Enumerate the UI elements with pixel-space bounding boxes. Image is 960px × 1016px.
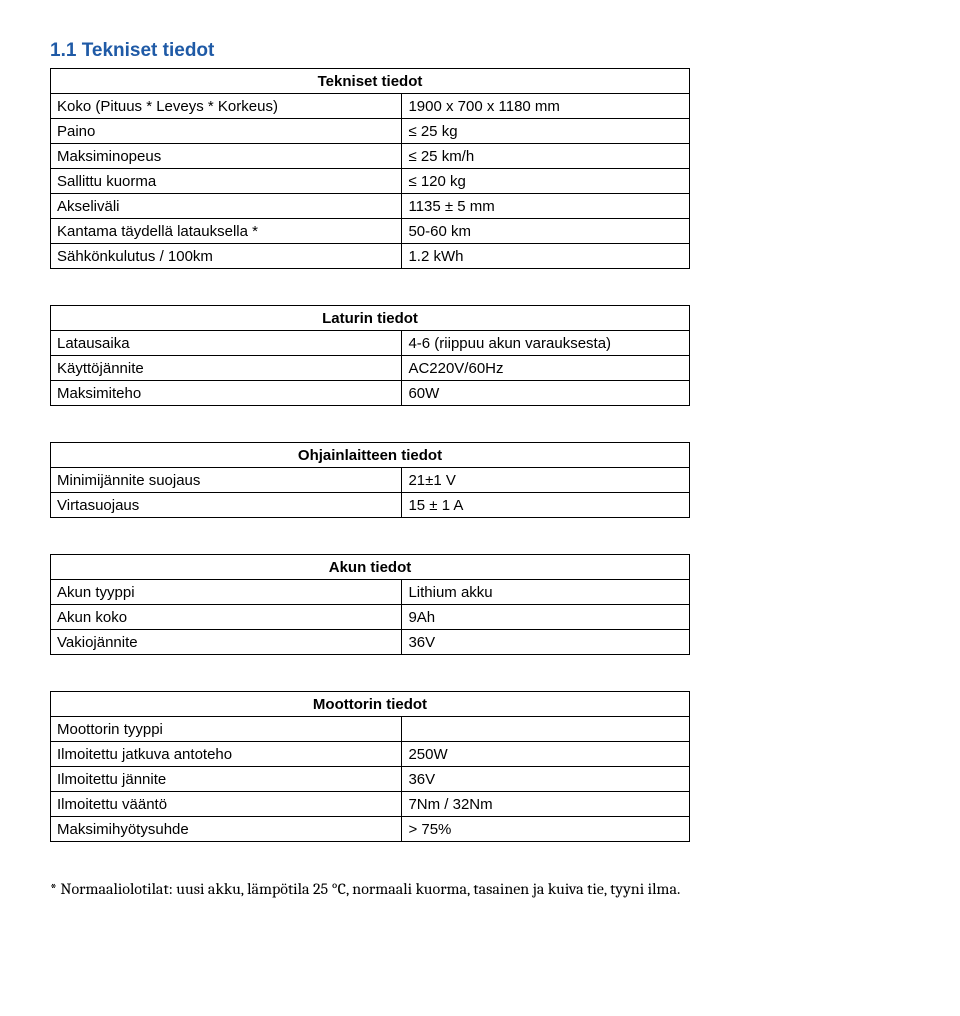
cell-label: Akseliväli	[51, 194, 402, 219]
cell-value: ≤ 25 kg	[402, 119, 690, 144]
table-row: KäyttöjänniteAC220V/60Hz	[51, 356, 690, 381]
table-title: Akun tiedot	[51, 555, 690, 580]
table-row: Vakiojännite36V	[51, 630, 690, 655]
cell-value: 9Ah	[402, 605, 690, 630]
table-row: Akun tyyppiLithium akku	[51, 580, 690, 605]
cell-label: Maksimihyötysuhde	[51, 817, 402, 842]
table-title: Moottorin tiedot	[51, 692, 690, 717]
page-heading: 1.1 Tekniset tiedot	[50, 40, 910, 62]
table-row: Sallittu kuorma≤ 120 kg	[51, 169, 690, 194]
cell-label: Maksimiteho	[51, 381, 402, 406]
cell-value	[402, 717, 690, 742]
cell-label: Paino	[51, 119, 402, 144]
table-tekniset: Tekniset tiedot Koko (Pituus * Leveys * …	[50, 68, 690, 269]
cell-label: Kantama täydellä latauksella *	[51, 219, 402, 244]
table-row: Akun koko9Ah	[51, 605, 690, 630]
cell-label: Koko (Pituus * Leveys * Korkeus)	[51, 94, 402, 119]
table-row: Maksimiteho60W	[51, 381, 690, 406]
cell-label: Akun koko	[51, 605, 402, 630]
cell-value: ≤ 25 km/h	[402, 144, 690, 169]
cell-value: ≤ 120 kg	[402, 169, 690, 194]
table-akun: Akun tiedot Akun tyyppiLithium akku Akun…	[50, 554, 690, 655]
cell-label: Käyttöjännite	[51, 356, 402, 381]
cell-value: 36V	[402, 630, 690, 655]
cell-label: Ilmoitettu vääntö	[51, 792, 402, 817]
table-row: Maksiminopeus≤ 25 km/h	[51, 144, 690, 169]
table-title-row: Akun tiedot	[51, 555, 690, 580]
cell-value: > 75%	[402, 817, 690, 842]
cell-value: 1135 ± 5 mm	[402, 194, 690, 219]
cell-value: Lithium akku	[402, 580, 690, 605]
cell-label: Vakiojännite	[51, 630, 402, 655]
table-row: Akseliväli1135 ± 5 mm	[51, 194, 690, 219]
table-title: Tekniset tiedot	[51, 69, 690, 94]
table-title-row: Moottorin tiedot	[51, 692, 690, 717]
table-row: Ilmoitettu jatkuva antoteho250W	[51, 742, 690, 767]
table-row: Ilmoitettu jännite36V	[51, 767, 690, 792]
table-row: Ilmoitettu vääntö7Nm / 32Nm	[51, 792, 690, 817]
table-title-row: Tekniset tiedot	[51, 69, 690, 94]
table-row: Maksimihyötysuhde> 75%	[51, 817, 690, 842]
cell-value: 7Nm / 32Nm	[402, 792, 690, 817]
table-laturin: Laturin tiedot Latausaika4-6 (riippuu ak…	[50, 305, 690, 406]
table-row: Minimijännite suojaus21±1 V	[51, 468, 690, 493]
table-ohjain: Ohjainlaitteen tiedot Minimijännite suoj…	[50, 442, 690, 518]
table-title-row: Laturin tiedot	[51, 306, 690, 331]
cell-value: 250W	[402, 742, 690, 767]
table-title-row: Ohjainlaitteen tiedot	[51, 443, 690, 468]
cell-label: Ilmoitettu jatkuva antoteho	[51, 742, 402, 767]
table-row: Paino≤ 25 kg	[51, 119, 690, 144]
table-title: Ohjainlaitteen tiedot	[51, 443, 690, 468]
table-moottorin: Moottorin tiedot Moottorin tyyppi Ilmoit…	[50, 691, 690, 842]
cell-label: Ilmoitettu jännite	[51, 767, 402, 792]
table-row: Latausaika4-6 (riippuu akun varauksesta)	[51, 331, 690, 356]
cell-label: Latausaika	[51, 331, 402, 356]
cell-label: Minimijännite suojaus	[51, 468, 402, 493]
cell-label: Virtasuojaus	[51, 493, 402, 518]
cell-label: Akun tyyppi	[51, 580, 402, 605]
cell-label: Moottorin tyyppi	[51, 717, 402, 742]
cell-value: 60W	[402, 381, 690, 406]
table-row: Moottorin tyyppi	[51, 717, 690, 742]
table-row: Koko (Pituus * Leveys * Korkeus)1900 x 7…	[51, 94, 690, 119]
table-row: Kantama täydellä latauksella *50-60 km	[51, 219, 690, 244]
cell-label: Maksiminopeus	[51, 144, 402, 169]
cell-value: 1900 x 700 x 1180 mm	[402, 94, 690, 119]
cell-value: 21±1 V	[402, 468, 690, 493]
cell-label: Sähkönkulutus / 100km	[51, 244, 402, 269]
cell-label: Sallittu kuorma	[51, 169, 402, 194]
table-title: Laturin tiedot	[51, 306, 690, 331]
cell-value: 4-6 (riippuu akun varauksesta)	[402, 331, 690, 356]
cell-value: AC220V/60Hz	[402, 356, 690, 381]
cell-value: 1.2 kWh	[402, 244, 690, 269]
footnote: * Normaaliolotilat: uusi akku, lämpötila…	[50, 878, 880, 900]
cell-value: 50-60 km	[402, 219, 690, 244]
table-row: Virtasuojaus15 ± 1 A	[51, 493, 690, 518]
cell-value: 15 ± 1 A	[402, 493, 690, 518]
table-row: Sähkönkulutus / 100km1.2 kWh	[51, 244, 690, 269]
cell-value: 36V	[402, 767, 690, 792]
